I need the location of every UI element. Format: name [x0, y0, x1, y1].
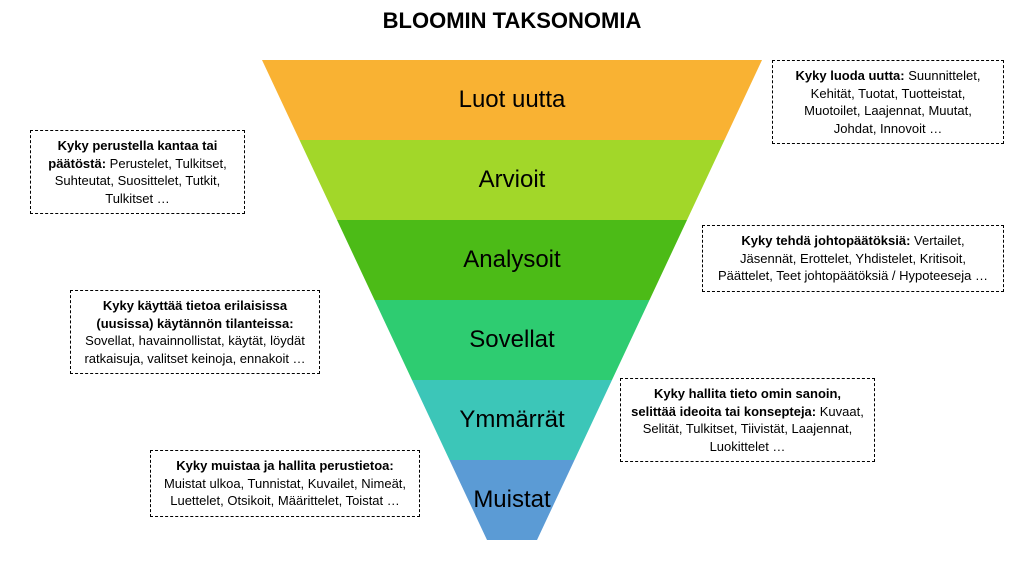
callout-4: Kyky hallita tieto omin sanoin, selittää…: [620, 378, 875, 462]
callout-bold: Kyky luoda uutta:: [796, 68, 905, 83]
layer-label: Muistat: [473, 486, 550, 514]
callout-0: Kyky luoda uutta: Suunnittelet, Kehität,…: [772, 60, 1004, 144]
callout-body: Muistat ulkoa, Tunnistat, Kuvailet, Nime…: [164, 476, 406, 509]
pyramid-layer-3: Sovellat: [375, 300, 650, 380]
layer-label: Sovellat: [469, 326, 554, 354]
layer-label: Analysoit: [463, 246, 560, 274]
page-title: BLOOMIN TAKSONOMIA: [0, 8, 1024, 34]
layer-label: Ymmärrät: [459, 406, 564, 434]
callout-3: Kyky käyttää tietoa erilaisissa (uusissa…: [70, 290, 320, 374]
layer-label: Arvioit: [479, 166, 546, 194]
pyramid-layer-2: Analysoit: [337, 220, 687, 300]
callout-bold: Kyky hallita tieto omin sanoin, selittää…: [631, 386, 841, 419]
callout-1: Kyky perustella kantaa tai päätöstä: Per…: [30, 130, 245, 214]
callout-2: Kyky tehdä johtopäätöksiä: Vertailet, Jä…: [702, 225, 1004, 292]
layer-label: Luot uutta: [459, 86, 566, 114]
callout-5: Kyky muistaa ja hallita perustietoa: Mui…: [150, 450, 420, 517]
callout-bold: Kyky muistaa ja hallita perustietoa:: [176, 458, 393, 473]
callout-body: Sovellat, havainnollistat, käytät, löydä…: [84, 333, 305, 366]
callout-bold: Kyky tehdä johtopäätöksiä:: [741, 233, 910, 248]
pyramid-layer-4: Ymmärrät: [412, 380, 612, 460]
pyramid-layer-0: Luot uutta: [262, 60, 762, 140]
pyramid-layer-1: Arvioit: [300, 140, 725, 220]
callout-bold: Kyky käyttää tietoa erilaisissa (uusissa…: [96, 298, 293, 331]
pyramid-layer-5: Muistat: [450, 460, 575, 540]
